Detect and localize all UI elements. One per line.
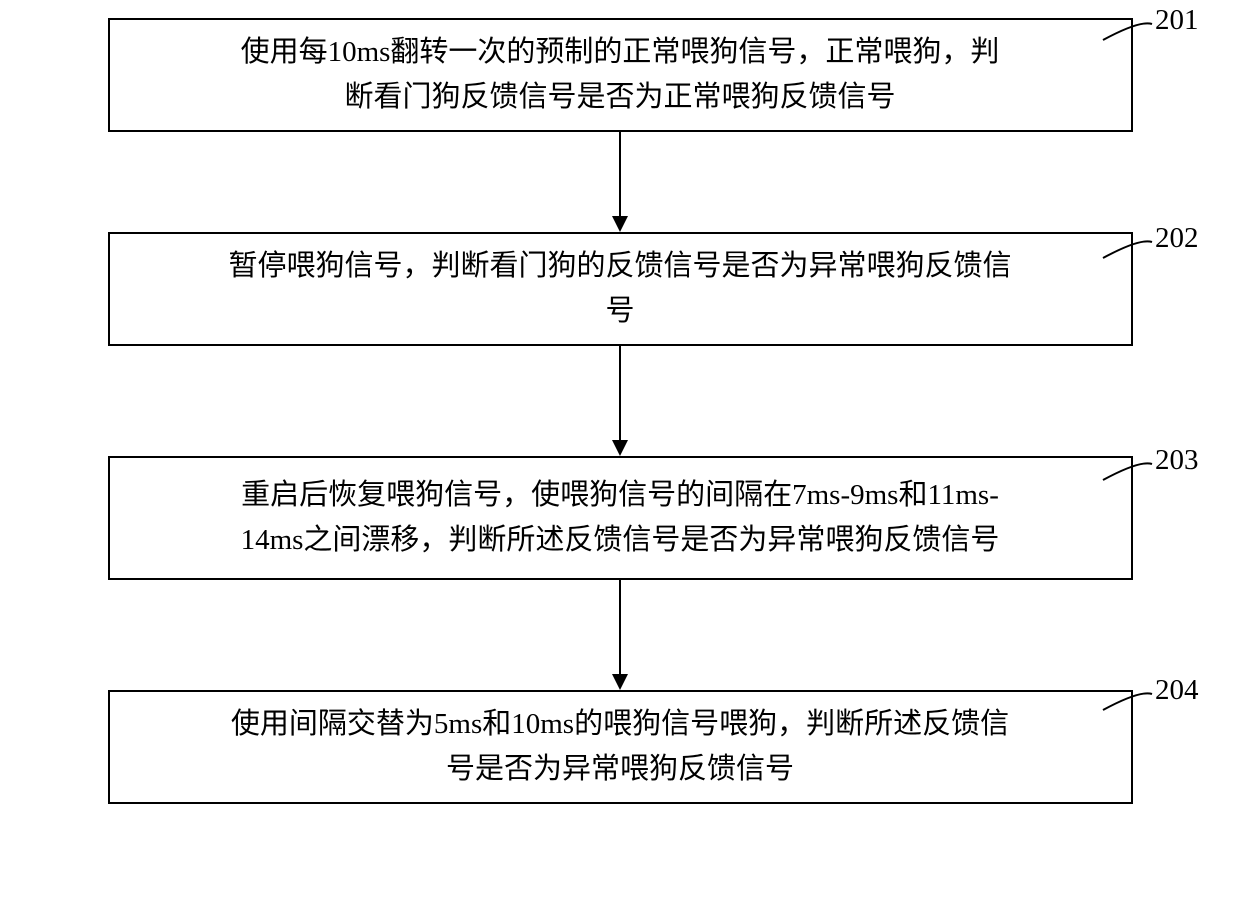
flow-node-line: 14ms之间漂移，判断所述反馈信号是否为异常喂狗反馈信号 bbox=[241, 518, 1000, 563]
flow-node-line: 号 bbox=[605, 289, 634, 334]
flow-node-line: 断看门狗反馈信号是否为正常喂狗反馈信号 bbox=[344, 75, 895, 120]
flow-node-line: 使用间隔交替为5ms和10ms的喂狗信号喂狗，判断所述反馈信 bbox=[231, 702, 1009, 747]
flow-node-label: 204 bbox=[1155, 674, 1199, 707]
flow-node-box-202: 暂停喂狗信号，判断看门狗的反馈信号是否为异常喂狗反馈信 号 bbox=[108, 232, 1133, 346]
flow-node-line: 使用每10ms翻转一次的预制的正常喂狗信号，正常喂狗，判 bbox=[241, 30, 1000, 75]
flow-node-box-203: 重启后恢复喂狗信号，使喂狗信号的间隔在7ms-9ms和11ms- 14ms之间漂… bbox=[108, 456, 1133, 580]
flow-node-box-204: 使用间隔交替为5ms和10ms的喂狗信号喂狗，判断所述反馈信 号是否为异常喂狗反… bbox=[108, 690, 1133, 804]
flow-node-line: 号是否为异常喂狗反馈信号 bbox=[446, 747, 794, 792]
flow-node: 暂停喂狗信号，判断看门狗的反馈信号是否为异常喂狗反馈信 号 bbox=[40, 232, 1200, 346]
arrow-down-icon bbox=[600, 132, 640, 232]
flow-node-line: 暂停喂狗信号，判断看门狗的反馈信号是否为异常喂狗反馈信 bbox=[228, 244, 1011, 289]
flow-node-label: 202 bbox=[1155, 222, 1199, 255]
flow-node-label: 203 bbox=[1155, 444, 1199, 477]
flow-node-label: 201 bbox=[1155, 4, 1199, 37]
flow-node-line: 重启后恢复喂狗信号，使喂狗信号的间隔在7ms-9ms和11ms- bbox=[241, 473, 999, 518]
arrow-down-icon bbox=[600, 346, 640, 456]
arrow-down-icon bbox=[600, 580, 640, 690]
flow-node: 重启后恢复喂狗信号，使喂狗信号的间隔在7ms-9ms和11ms- 14ms之间漂… bbox=[40, 456, 1200, 580]
flow-node: 使用每10ms翻转一次的预制的正常喂狗信号，正常喂狗，判 断看门狗反馈信号是否为… bbox=[40, 18, 1200, 132]
flow-node: 使用间隔交替为5ms和10ms的喂狗信号喂狗，判断所述反馈信 号是否为异常喂狗反… bbox=[40, 690, 1200, 804]
flow-node-box-201: 使用每10ms翻转一次的预制的正常喂狗信号，正常喂狗，判 断看门狗反馈信号是否为… bbox=[108, 18, 1133, 132]
flowchart-root: 使用每10ms翻转一次的预制的正常喂狗信号，正常喂狗，判 断看门狗反馈信号是否为… bbox=[40, 18, 1200, 804]
